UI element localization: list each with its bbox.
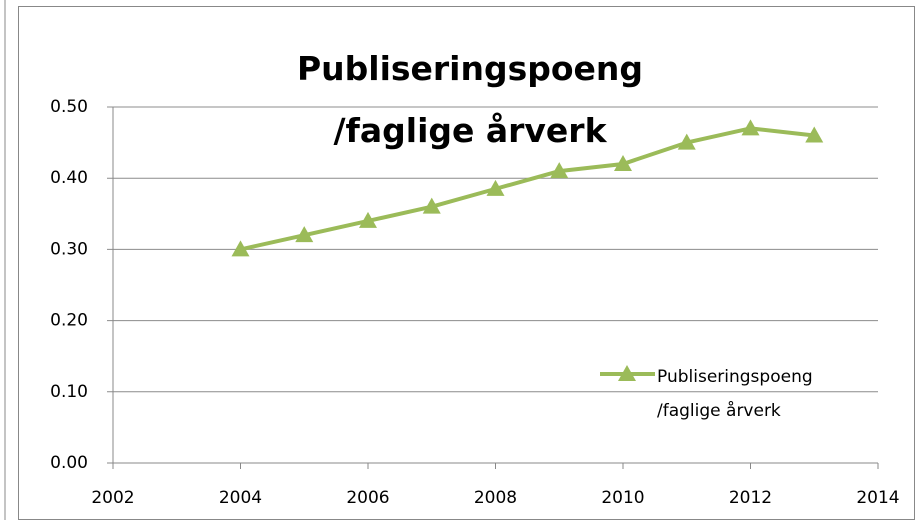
- x-tick-label: 2004: [219, 488, 262, 508]
- marker: [805, 126, 824, 143]
- marker: [295, 226, 314, 243]
- chart-title: Publiseringspoeng /faglige årverk: [296, 49, 644, 150]
- x-tick-label: 2012: [729, 488, 772, 508]
- y-tick-label: 0.00: [50, 453, 88, 473]
- marker: [422, 197, 441, 214]
- legend-label: Publiseringspoeng /faglige årverk: [657, 367, 813, 421]
- x-tick-label: 2010: [601, 488, 644, 508]
- legend-marker: [618, 365, 636, 381]
- y-tick-label: 0.40: [50, 168, 88, 188]
- x-tick-label: 2006: [346, 488, 389, 508]
- x-tick-label: 2014: [856, 488, 899, 508]
- marker: [741, 119, 760, 136]
- y-tick-label: 0.30: [50, 239, 88, 259]
- y-tick-label: 0.50: [50, 97, 88, 117]
- x-tick-label: 2002: [91, 488, 134, 508]
- y-tick-label: 0.20: [50, 311, 88, 331]
- marker: [614, 154, 632, 171]
- marker: [550, 162, 569, 179]
- x-tick-label: 2008: [474, 488, 517, 508]
- marker: [486, 179, 505, 196]
- marker: [231, 240, 250, 257]
- marker: [359, 211, 377, 228]
- marker: [677, 133, 696, 150]
- y-tick-label: 0.10: [50, 382, 88, 402]
- series-line: [240, 126, 815, 252]
